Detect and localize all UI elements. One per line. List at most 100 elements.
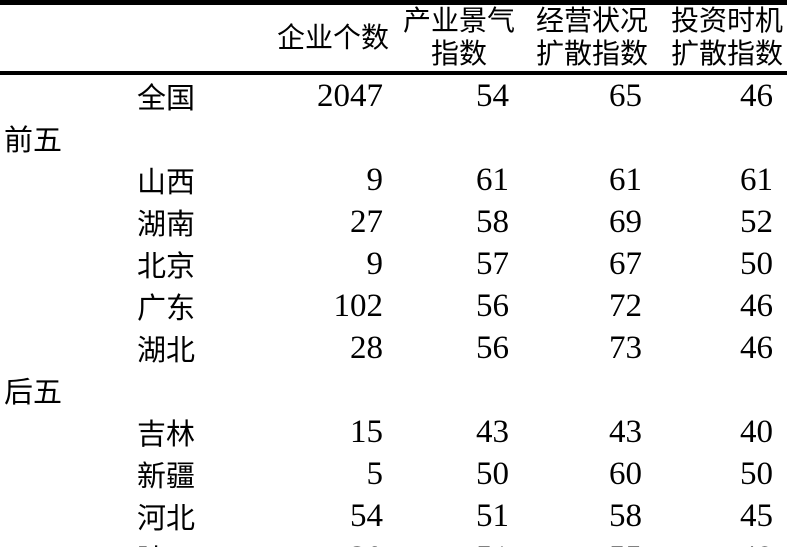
region-label: 广东 (137, 293, 196, 325)
table-row: 陕西 20 51 55 48 (0, 537, 787, 547)
enterprise-count-value (215, 117, 393, 159)
industry-index-value: 54 (476, 77, 509, 114)
region-label: 吉林 (137, 419, 196, 451)
investment-index-value: 46 (740, 77, 773, 114)
operating-index-value: 65 (609, 77, 642, 114)
industry-index-value: 51 (393, 537, 519, 547)
investment-index-value: 50 (740, 245, 773, 282)
section-label (0, 327, 130, 369)
section-row-bottom-five: 后五 (0, 369, 787, 411)
section-label: 前五 (4, 125, 63, 157)
header-investment-line2: 扩散指数 (670, 39, 783, 70)
table-row: 北京 9 57 67 50 (0, 243, 787, 285)
region-label: 新疆 (137, 461, 196, 493)
enterprise-count-value: 27 (350, 203, 383, 240)
region-label: 全国 (137, 83, 196, 115)
industry-index-value: 57 (476, 245, 509, 282)
region-label (130, 117, 215, 159)
investment-index-value: 50 (740, 455, 773, 492)
header-industry-line2: 指数 (430, 39, 487, 70)
region-label: 河北 (137, 503, 196, 535)
investment-index-value: 40 (740, 413, 773, 450)
section-label (0, 495, 130, 537)
section-label (0, 201, 130, 243)
enterprise-count-value: 54 (350, 497, 383, 534)
investment-index-value: 46 (740, 329, 773, 366)
investment-index-value: 46 (740, 287, 773, 324)
header-operating-line2: 扩散指数 (535, 39, 648, 70)
enterprise-count-value: 9 (366, 161, 384, 198)
region-label: 湖北 (137, 335, 196, 367)
section-label (0, 453, 130, 495)
investment-index-value: 48 (652, 537, 787, 547)
header-enterprise-count: 企业个数 (215, 2, 393, 75)
header-row: 企业个数 产业景气 指数 经营状况 扩散指数 投资时机 扩散指数 (0, 2, 787, 75)
enterprise-count-value: 102 (333, 287, 384, 324)
operating-index-value (519, 117, 652, 159)
header-investment-timing-index: 投资时机 扩散指数 (652, 2, 787, 75)
header-investment-line1: 投资时机 (670, 6, 783, 37)
industry-index-value (393, 369, 519, 411)
industry-index-value: 56 (476, 287, 509, 324)
industry-index-value (393, 117, 519, 159)
table-row: 广东 102 56 72 46 (0, 285, 787, 327)
operating-index-value: 67 (609, 245, 642, 282)
industry-index-value: 58 (476, 203, 509, 240)
table-row: 湖南 27 58 69 52 (0, 201, 787, 243)
header-region-column (130, 2, 215, 75)
section-label: 后五 (4, 377, 63, 409)
table-row: 新疆 5 50 60 50 (0, 453, 787, 495)
section-label (0, 243, 130, 285)
section-label (0, 411, 130, 453)
header-operating-line1: 经营状况 (535, 6, 648, 37)
table-body: 全国 2047 54 65 46 前五 山西 9 61 61 61 (0, 73, 787, 547)
table-row: 湖北 28 56 73 46 (0, 327, 787, 369)
header-enterprise-count-label: 企业个数 (276, 22, 389, 54)
region-label: 湖南 (137, 209, 196, 241)
industry-index-value: 61 (476, 161, 509, 198)
header-industry-prosperity-index: 产业景气 指数 (393, 2, 519, 75)
enterprise-count-value: 9 (366, 245, 384, 282)
section-row-top-five: 前五 (0, 117, 787, 159)
operating-index-value: 60 (609, 455, 642, 492)
industry-index-value: 50 (476, 455, 509, 492)
header-industry-line1: 产业景气 (402, 6, 515, 37)
region-label (130, 369, 215, 411)
operating-index-value: 61 (609, 161, 642, 198)
operating-index-value: 55 (519, 537, 652, 547)
investment-index-value: 61 (740, 161, 773, 198)
operating-index-value (519, 369, 652, 411)
region-label: 陕西 (130, 537, 215, 547)
operating-index-value: 72 (609, 287, 642, 324)
table-row: 吉林 15 43 43 40 (0, 411, 787, 453)
investment-index-value: 52 (740, 203, 773, 240)
table-header: 企业个数 产业景气 指数 经营状况 扩散指数 投资时机 扩散指数 (0, 2, 787, 75)
industry-index-value: 56 (476, 329, 509, 366)
table-row: 河北 54 51 58 45 (0, 495, 787, 537)
operating-index-value: 69 (609, 203, 642, 240)
operating-index-value: 43 (609, 413, 642, 450)
enterprise-count-value: 2047 (317, 77, 383, 114)
header-section-column (0, 2, 130, 75)
section-label (0, 285, 130, 327)
table-row-national: 全国 2047 54 65 46 (0, 73, 787, 117)
section-label (0, 537, 130, 547)
industry-index-value: 51 (476, 497, 509, 534)
section-label (0, 159, 130, 201)
table-row: 山西 9 61 61 61 (0, 159, 787, 201)
investment-index-value (652, 117, 787, 159)
investment-index-value (652, 369, 787, 411)
operating-index-value: 73 (609, 329, 642, 366)
header-operating-condition-index: 经营状况 扩散指数 (519, 2, 652, 75)
enterprise-count-value: 15 (350, 413, 383, 450)
enterprise-count-value: 28 (350, 329, 383, 366)
section-label (0, 73, 130, 117)
enterprise-count-value: 5 (366, 455, 384, 492)
enterprise-count-value: 20 (215, 537, 393, 547)
industry-index-value: 43 (476, 413, 509, 450)
enterprise-count-value (215, 369, 393, 411)
operating-index-value: 58 (609, 497, 642, 534)
region-label: 山西 (137, 167, 196, 199)
